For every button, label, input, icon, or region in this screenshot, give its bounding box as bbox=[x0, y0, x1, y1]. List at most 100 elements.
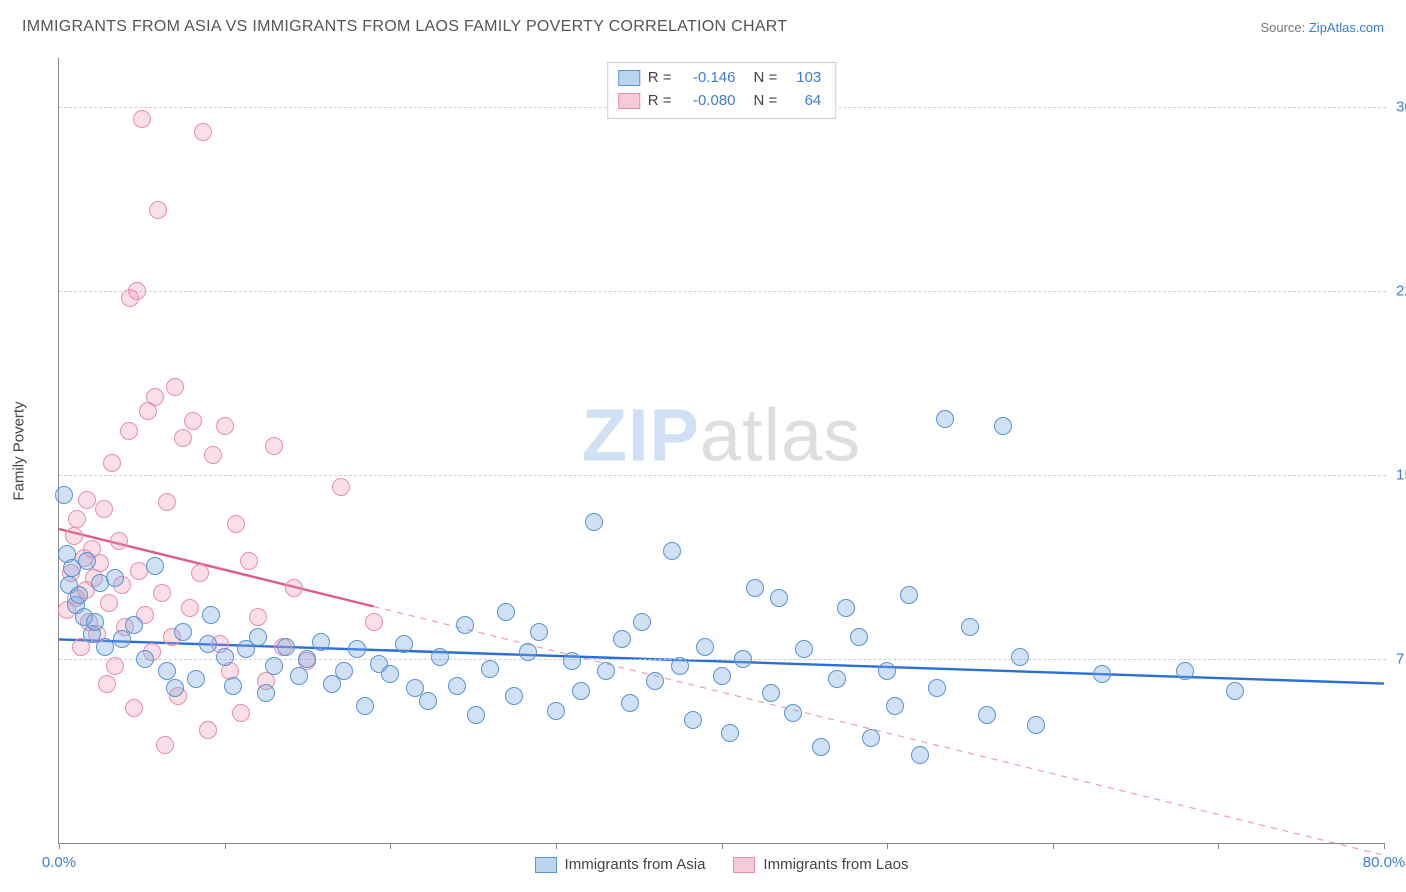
x-tick bbox=[1218, 843, 1219, 849]
point-laos bbox=[184, 412, 202, 430]
point-laos bbox=[128, 282, 146, 300]
point-asia bbox=[585, 513, 603, 531]
point-asia bbox=[671, 657, 689, 675]
point-laos bbox=[146, 388, 164, 406]
scatter-canvas bbox=[59, 58, 1384, 843]
y-tick-label: 30.0% bbox=[1386, 99, 1406, 116]
point-laos bbox=[265, 437, 283, 455]
point-asia bbox=[795, 640, 813, 658]
x-tick bbox=[390, 843, 391, 849]
x-tick-label: 0.0% bbox=[42, 854, 76, 871]
point-asia bbox=[994, 417, 1012, 435]
point-laos bbox=[130, 562, 148, 580]
point-asia bbox=[1176, 662, 1194, 680]
point-asia bbox=[505, 687, 523, 705]
point-asia bbox=[249, 628, 267, 646]
point-laos bbox=[174, 429, 192, 447]
point-asia bbox=[78, 552, 96, 570]
x-tick bbox=[59, 843, 60, 849]
point-asia bbox=[467, 706, 485, 724]
point-laos bbox=[100, 594, 118, 612]
point-asia bbox=[202, 606, 220, 624]
y-axis-label: Family Poverty bbox=[11, 401, 28, 500]
point-laos bbox=[216, 417, 234, 435]
point-laos bbox=[232, 704, 250, 722]
point-laos bbox=[332, 478, 350, 496]
point-laos bbox=[191, 564, 209, 582]
point-asia bbox=[481, 660, 499, 678]
r-value-asia: -0.146 bbox=[680, 67, 736, 90]
point-asia bbox=[448, 677, 466, 695]
point-asia bbox=[613, 630, 631, 648]
point-asia bbox=[1011, 648, 1029, 666]
point-asia bbox=[335, 662, 353, 680]
point-laos bbox=[204, 446, 222, 464]
point-asia bbox=[312, 633, 330, 651]
point-laos bbox=[106, 657, 124, 675]
point-asia bbox=[187, 670, 205, 688]
point-laos bbox=[78, 491, 96, 509]
x-tick bbox=[722, 843, 723, 849]
point-asia bbox=[961, 618, 979, 636]
point-asia bbox=[621, 694, 639, 712]
x-tick bbox=[887, 843, 888, 849]
swatch-laos bbox=[733, 857, 755, 873]
legend-label-laos: Immigrants from Laos bbox=[763, 856, 908, 873]
point-asia bbox=[597, 662, 615, 680]
x-tick bbox=[1053, 843, 1054, 849]
point-asia bbox=[936, 410, 954, 428]
point-asia bbox=[696, 638, 714, 656]
y-tick-label: 7.5% bbox=[1386, 651, 1406, 668]
swatch-laos bbox=[618, 93, 640, 109]
series-legend: Immigrants from Asia Immigrants from Lao… bbox=[535, 856, 909, 873]
stats-row-laos: R = -0.080 N = 64 bbox=[618, 90, 822, 113]
n-value-laos: 64 bbox=[785, 90, 821, 113]
point-asia bbox=[684, 711, 702, 729]
y-tick-label: 22.5% bbox=[1386, 283, 1406, 300]
point-asia bbox=[646, 672, 664, 690]
point-asia bbox=[850, 628, 868, 646]
point-laos bbox=[149, 201, 167, 219]
point-asia bbox=[784, 704, 802, 722]
point-asia bbox=[96, 638, 114, 656]
r-value-laos: -0.080 bbox=[680, 90, 736, 113]
point-asia bbox=[746, 579, 764, 597]
swatch-asia bbox=[618, 70, 640, 86]
point-asia bbox=[886, 697, 904, 715]
point-asia bbox=[734, 650, 752, 668]
point-asia bbox=[762, 684, 780, 702]
point-laos bbox=[125, 699, 143, 717]
point-laos bbox=[181, 599, 199, 617]
point-asia bbox=[519, 643, 537, 661]
point-asia bbox=[497, 603, 515, 621]
legend-item-laos: Immigrants from Laos bbox=[733, 856, 908, 873]
point-asia bbox=[547, 702, 565, 720]
point-asia bbox=[356, 697, 374, 715]
source-link[interactable]: ZipAtlas.com bbox=[1309, 20, 1384, 35]
point-asia bbox=[265, 657, 283, 675]
point-laos bbox=[98, 675, 116, 693]
legend-item-asia: Immigrants from Asia bbox=[535, 856, 706, 873]
point-laos bbox=[199, 721, 217, 739]
point-asia bbox=[257, 684, 275, 702]
point-laos bbox=[68, 510, 86, 528]
point-asia bbox=[721, 724, 739, 742]
point-asia bbox=[136, 650, 154, 668]
point-asia bbox=[419, 692, 437, 710]
n-label: N = bbox=[754, 67, 778, 90]
point-asia bbox=[828, 670, 846, 688]
stats-row-asia: R = -0.146 N = 103 bbox=[618, 67, 822, 90]
point-asia bbox=[530, 623, 548, 641]
n-label: N = bbox=[754, 90, 778, 113]
point-asia bbox=[928, 679, 946, 697]
x-tick bbox=[1384, 843, 1385, 849]
point-laos bbox=[65, 527, 83, 545]
point-asia bbox=[125, 616, 143, 634]
point-asia bbox=[878, 662, 896, 680]
chart-title: IMMIGRANTS FROM ASIA VS IMMIGRANTS FROM … bbox=[22, 18, 787, 36]
point-asia bbox=[770, 589, 788, 607]
point-laos bbox=[103, 454, 121, 472]
point-laos bbox=[365, 613, 383, 631]
point-laos bbox=[227, 515, 245, 533]
point-asia bbox=[174, 623, 192, 641]
